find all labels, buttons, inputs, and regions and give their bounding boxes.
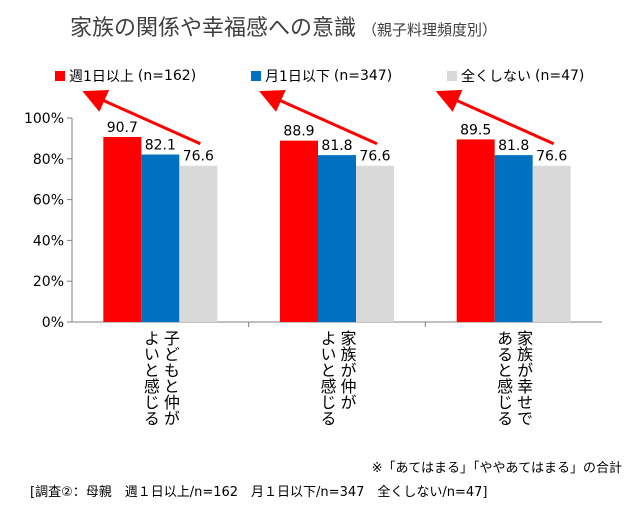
bar: [494, 155, 533, 322]
legend-swatch-blue: [251, 71, 261, 81]
category-label: あると感じる: [494, 330, 513, 426]
chart-title: 家族の関係や幸福感への意識 （親子料理頻度別）: [70, 10, 497, 42]
data-label: 76.6: [536, 149, 567, 165]
category-label: 子どもと仲が: [161, 330, 180, 426]
legend-n: (n=347): [333, 68, 393, 84]
bar: [356, 165, 394, 322]
category-label: よいと感じる: [141, 330, 160, 426]
y-tick-label: 40%: [33, 233, 64, 249]
y-tick-label: 60%: [33, 193, 64, 209]
subtitle-text: （親子料理頻度別）: [362, 21, 498, 39]
legend: 週1日以上 (n=162) 月1日以下 (n=347) 全くしない (n=47): [55, 66, 595, 88]
legend-n: (n=162): [137, 68, 197, 84]
y-tick-label: 100%: [24, 111, 64, 127]
annotation-arrow: [259, 89, 378, 146]
bar: [280, 140, 318, 322]
category-label: よいと感じる: [318, 330, 337, 426]
legend-item-monthly: 月1日以下 (n=347): [251, 66, 392, 86]
bar: [456, 139, 495, 322]
bar: [179, 165, 218, 322]
data-label: 81.8: [321, 138, 352, 154]
legend-item-weekly: 週1日以上 (n=162): [55, 66, 196, 86]
annotation-arrow: [82, 89, 201, 146]
y-tick-label: 80%: [33, 152, 64, 168]
legend-item-never: 全くしない (n=47): [447, 66, 584, 86]
data-label: 76.6: [183, 149, 214, 165]
chart-note: ※「あてはまる」「ややあてはまる」の合計: [371, 461, 622, 476]
survey-footer: [調査②：母親 週１日以上/n=162 月１日以下/n=347 全くしない/n=…: [30, 485, 488, 500]
legend-label: 月1日以下: [265, 69, 330, 85]
legend-label: 全くしない: [461, 69, 531, 85]
category-label: 家族が幸せで: [514, 330, 533, 426]
data-label: 89.5: [460, 122, 491, 138]
y-tick-label: 20%: [33, 274, 64, 290]
legend-swatch-red: [55, 71, 65, 81]
bar: [103, 136, 142, 322]
bar: [141, 154, 180, 322]
bar: [318, 155, 356, 322]
data-label: 81.8: [498, 138, 529, 154]
title-text: 家族の関係や幸福感への意識: [70, 16, 357, 41]
legend-swatch-gray: [447, 71, 457, 81]
data-label: 90.7: [107, 120, 138, 136]
legend-n: (n=47): [535, 68, 585, 84]
data-label: 82.1: [145, 138, 176, 154]
category-label: 家族が仲が: [338, 330, 357, 410]
data-label: 88.9: [283, 124, 314, 140]
bar: [532, 165, 571, 322]
annotation-arrow: [435, 89, 555, 146]
y-tick-label: 0%: [42, 315, 64, 331]
data-label: 76.6: [359, 149, 390, 165]
legend-label: 週1日以上: [69, 69, 134, 85]
